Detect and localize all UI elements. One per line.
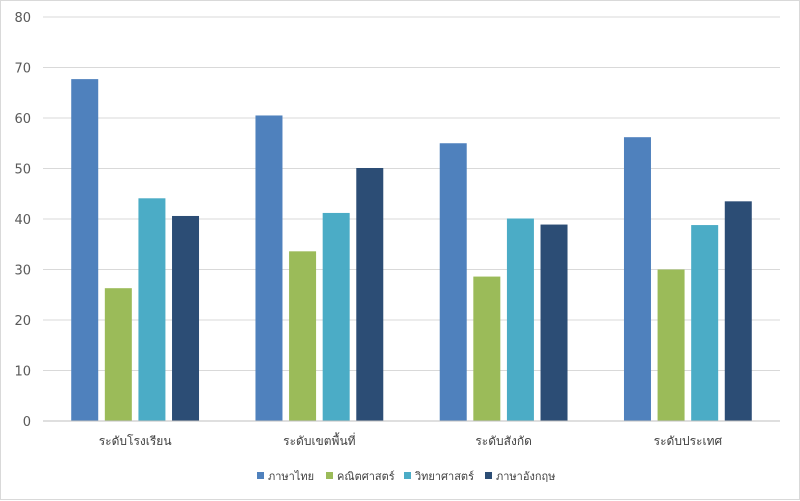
bar	[71, 79, 99, 422]
y-tick-label: 0	[23, 415, 31, 430]
bar	[540, 224, 568, 421]
legend-label: ภาษาอังกฤษ	[496, 470, 555, 483]
legend-swatch	[326, 472, 333, 479]
y-tick-label: 50	[14, 163, 31, 178]
y-tick-label: 30	[14, 264, 31, 279]
legend-label: วิทยาศาสตร์	[414, 470, 474, 483]
y-tick-label: 80	[14, 11, 31, 26]
x-category-label: ระดับเขตพื้นที่	[283, 432, 356, 448]
bar	[289, 251, 317, 421]
legend-label: ภาษาไทย	[268, 470, 314, 483]
bar	[439, 143, 467, 421]
bar	[356, 167, 384, 421]
bar	[623, 137, 651, 421]
bars	[71, 79, 752, 422]
y-tick-label: 60	[14, 112, 31, 127]
legend: ภาษาไทย คณิตศาสตร์ วิทยาศาสตร์ ภาษาอังกฤษ	[257, 470, 555, 483]
y-tick-label: 20	[14, 314, 31, 329]
bar	[691, 225, 719, 421]
legend-swatch	[257, 472, 264, 479]
x-category-label: ระดับสังกัด	[475, 434, 532, 448]
legend-label: คณิตศาสตร์	[337, 470, 395, 483]
bar	[138, 198, 166, 421]
gridlines	[43, 16, 780, 371]
y-tick-label: 10	[14, 365, 31, 380]
x-category-label: ระดับโรงเรียน	[99, 434, 172, 448]
bar	[724, 201, 752, 421]
bar	[506, 218, 534, 421]
bar	[255, 115, 283, 421]
y-tick-label: 70	[14, 62, 31, 77]
bar	[172, 215, 200, 421]
y-axis-ticks: 0 10 20 30 40 50 60 70 80	[14, 11, 31, 430]
y-tick-label: 40	[14, 213, 31, 228]
bar	[322, 212, 350, 421]
bar	[657, 269, 685, 421]
bar	[104, 288, 132, 421]
legend-swatch	[404, 472, 411, 479]
x-axis-categories: ระดับโรงเรียน ระดับเขตพื้นที่ ระดับสังกัด ร…	[99, 432, 723, 448]
x-category-label: ระดับประเทศ	[654, 434, 723, 448]
bar	[473, 276, 501, 421]
legend-swatch	[485, 472, 492, 479]
